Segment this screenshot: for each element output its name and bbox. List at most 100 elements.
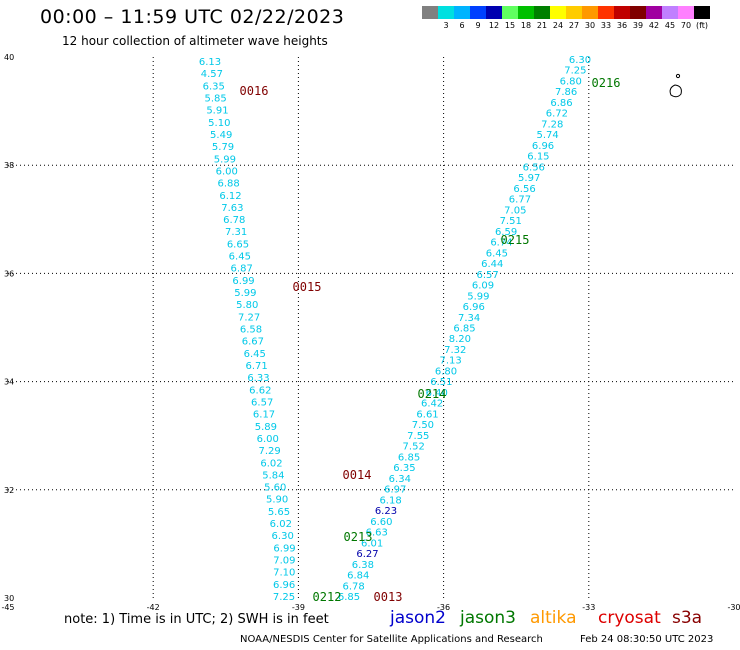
wave-height-value: 6.65 (227, 239, 249, 250)
wave-height-value: 7.05 (504, 205, 526, 216)
lat-tick-label: 40 (4, 53, 14, 62)
wave-height-value: 6.87 (231, 264, 253, 275)
wave-height-value: 6.13 (199, 57, 221, 68)
wave-height-value: 6.02 (270, 519, 292, 530)
wave-height-value: 6.58 (240, 325, 262, 336)
satellite-label: jason3 (460, 608, 516, 628)
wave-height-value: 7.31 (225, 227, 247, 238)
wave-height-value: 6.99 (232, 276, 254, 287)
lon-tick-label: -45 (1, 603, 14, 612)
wave-height-value: 6.17 (253, 410, 275, 421)
color-legend: 3 6 9 12 15 18 21 24 27 30 33 36 39 42 45 70 (ft) (422, 6, 710, 30)
pass-id-label: 0216 (592, 76, 621, 90)
island-outline (669, 84, 682, 98)
wave-height-value: 6.30 (272, 531, 294, 542)
wave-height-value: 6.96 (463, 302, 485, 313)
wave-height-value: 6.85 (398, 452, 420, 463)
legend-label: 45 (664, 21, 676, 30)
wave-height-value: 6.78 (223, 215, 245, 226)
satellite-label: s3a (672, 608, 703, 628)
map-subtitle: 12 hour collection of altimeter wave hei… (62, 34, 328, 48)
satellite-label: cryosat (598, 608, 661, 628)
wave-height-value: 7.25 (564, 66, 586, 77)
pass-id-label: 0014 (343, 468, 372, 482)
wave-height-value: 6.85 (453, 324, 475, 335)
wave-height-value: 6.63 (366, 528, 388, 539)
wave-height-value: 6.01 (361, 538, 383, 549)
wave-height-value: 7.10 (273, 568, 295, 579)
lon-tick-label: -36 (437, 603, 450, 612)
wave-height-value: 6.33 (247, 373, 269, 384)
pass-id-label: 0214 (418, 387, 447, 401)
wave-height-value: 6.62 (249, 385, 271, 396)
wave-height-value: 6.57 (476, 270, 498, 281)
wave-height-value: 6.02 (260, 458, 282, 469)
legend-label: 15 (504, 21, 516, 30)
wave-height-value: 6.99 (273, 543, 295, 554)
wave-height-value: 4.57 (201, 69, 223, 80)
wave-height-value: 6.97 (384, 485, 406, 496)
wave-height-value: 7.86 (555, 87, 577, 98)
wave-height-value: 6.80 (560, 76, 582, 87)
legend-swatch (566, 6, 582, 19)
wave-height-value: 6.00 (216, 166, 238, 177)
legend-swatch (550, 6, 566, 19)
pass-id-label: 0013 (374, 590, 403, 604)
legend-swatch (454, 6, 470, 19)
wave-height-value: 6.86 (550, 98, 572, 109)
legend-label: 39 (632, 21, 644, 30)
wave-height-value: 6.77 (509, 195, 531, 206)
pass-id-label: 0213 (344, 530, 373, 544)
wave-height-value: 7.32 (444, 345, 466, 356)
pass-id-label: 0016 (240, 84, 269, 98)
wave-height-value: 6.00 (257, 434, 279, 445)
wave-height-value: 6.35 (203, 81, 225, 92)
legend-label: 42 (648, 21, 660, 30)
footer-note: note: 1) Time is in UTC; 2) SWH is in fe… (64, 612, 329, 627)
legend-swatch (598, 6, 614, 19)
wave-height-value: 6.30 (569, 55, 591, 66)
wave-height-value: 5.60 (264, 483, 286, 494)
legend-label: 33 (600, 21, 612, 30)
wave-height-value: 8.20 (449, 334, 471, 345)
lon-tick-label: -39 (292, 603, 305, 612)
wave-height-value: 6.72 (546, 109, 568, 120)
wave-height-value: 7.55 (407, 431, 429, 442)
wave-height-value: 5.97 (518, 173, 540, 184)
wave-height-value: 7.27 (238, 312, 260, 323)
wave-height-value: 6.85 (338, 592, 360, 603)
legend-swatch (422, 6, 438, 19)
wave-height-value: 5.99 (467, 291, 489, 302)
wave-height-value: 5.84 (262, 470, 284, 481)
legend-swatch (694, 6, 710, 19)
wave-height-value: 5.85 (204, 93, 226, 104)
wave-height-value: 5.65 (268, 507, 290, 518)
legend-swatch (534, 6, 550, 19)
lat-tick-label: 36 (4, 269, 14, 278)
wave-height-value: 6.59 (495, 227, 517, 238)
wave-height-value: 6.35 (393, 463, 415, 474)
legend-label: 30 (584, 21, 596, 30)
lat-tick-label: 38 (4, 161, 14, 170)
legend-label: 36 (616, 21, 628, 30)
wave-height-value: 6.40 (426, 388, 448, 399)
wave-height-value: 6.45 (244, 349, 266, 360)
satellite-label: altika (530, 608, 577, 628)
legend-label: 27 (568, 21, 580, 30)
map-title: 00:00 – 11:59 UTC 02/22/2023 (40, 6, 345, 28)
wave-height-value: 7.13 (440, 356, 462, 367)
wave-height-value: 6.38 (352, 560, 374, 571)
wave-height-value: 5.91 (206, 106, 228, 117)
lon-tick-label: -30 (727, 603, 740, 612)
wave-height-value: 6.12 (219, 191, 241, 202)
wave-height-value: 7.25 (273, 592, 295, 603)
wave-height-value: 7.52 (403, 442, 425, 453)
legend-swatch (502, 6, 518, 19)
legend-swatch (582, 6, 598, 19)
island-outline (675, 73, 681, 79)
wave-height-value: 6.96 (273, 580, 295, 591)
wave-height-value: 5.80 (236, 300, 258, 311)
wave-height-value: 6.44 (481, 259, 503, 270)
legend-labels: 3 6 9 12 15 18 21 24 27 30 33 36 39 42 45 70 (ft) (422, 21, 710, 30)
